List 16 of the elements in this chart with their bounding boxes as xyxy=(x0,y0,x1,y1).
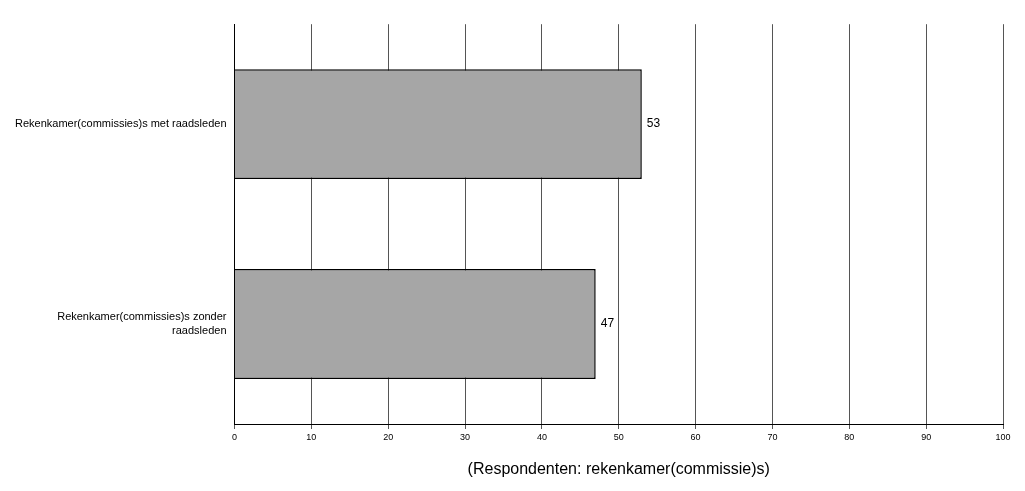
x-tick-label: 90 xyxy=(921,431,932,442)
x-tick-label: 60 xyxy=(690,431,701,442)
data-label: 47 xyxy=(600,316,615,331)
x-tick-label: 100 xyxy=(995,431,1011,442)
x-tick-label: 0 xyxy=(232,431,238,442)
x-tick-label: 30 xyxy=(460,431,471,442)
x-tick-label: 80 xyxy=(844,431,855,442)
y-tick-label: Rekenkamer(commissies)s met raadsleden xyxy=(15,117,227,130)
x-tick-label: 50 xyxy=(613,431,624,442)
x-tick-label: 10 xyxy=(306,431,317,442)
x-axis-title: (Respondenten: rekenkamer(commissie)s) xyxy=(467,459,770,477)
y-tick-label: Rekenkamer(commissies)s zonder raadsleden xyxy=(57,310,227,336)
x-tick-label: 70 xyxy=(767,431,778,442)
data-label: 53 xyxy=(646,116,661,131)
x-tick-label: 40 xyxy=(536,431,547,442)
x-tick-label: 20 xyxy=(383,431,394,442)
